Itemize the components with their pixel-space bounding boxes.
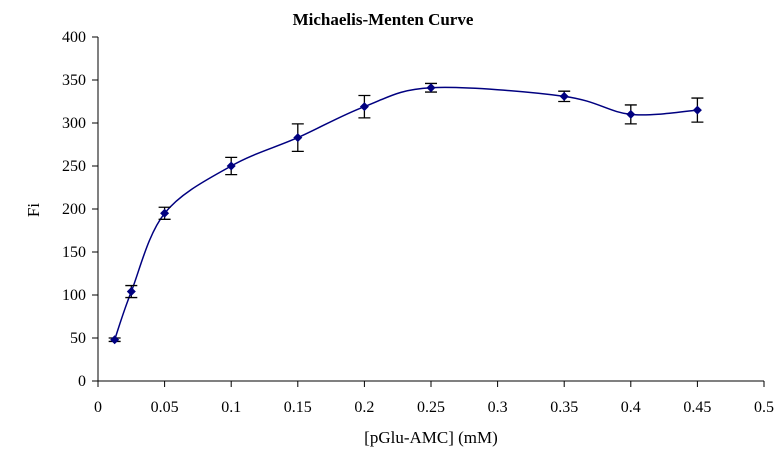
data-point xyxy=(160,208,170,218)
data-point xyxy=(626,109,636,119)
x-tick-label: 0.5 xyxy=(754,399,774,416)
data-point xyxy=(359,102,369,112)
y-tick-label: 300 xyxy=(62,115,86,132)
data-point xyxy=(426,83,436,93)
data-point xyxy=(559,91,569,101)
series-group xyxy=(108,82,704,345)
x-tick-label: 0.1 xyxy=(221,399,241,416)
data-point xyxy=(226,161,236,171)
y-tick-label: 50 xyxy=(70,330,86,347)
y-tick-label: 200 xyxy=(62,201,86,218)
y-tick-label: 350 xyxy=(62,72,86,89)
x-tick-label: 0.25 xyxy=(417,399,445,416)
x-tick-label: 0.05 xyxy=(151,399,179,416)
x-tick-label: 0.2 xyxy=(354,399,374,416)
x-tick-label: 0.3 xyxy=(488,399,508,416)
x-tick-label: 0.45 xyxy=(683,399,711,416)
x-tick-label: 0.35 xyxy=(550,399,578,416)
y-axis-ticks: 0 50 100 150 200 250 300 350 400 xyxy=(62,29,98,390)
x-axis-label: [pGlu-AMC] (mM) xyxy=(364,428,498,447)
y-tick-label: 150 xyxy=(62,244,86,261)
x-tick-label: 0 xyxy=(94,399,102,416)
data-point xyxy=(110,335,120,345)
y-tick-label: 250 xyxy=(62,158,86,175)
data-point xyxy=(126,287,136,297)
chart-title: Michaelis-Menten Curve xyxy=(293,10,474,29)
plot-area: 0 0.05 0.1 0.15 0.2 0.25 0.3 0.35 0.4 0.45 0.5 0 50… xyxy=(62,29,774,416)
y-axis-label: Fi xyxy=(24,203,43,217)
x-axis-ticks: 0 0.05 0.1 0.15 0.2 0.25 0.3 0.35 0.4 0.45 0.5 xyxy=(94,381,774,416)
x-tick-label: 0.15 xyxy=(284,399,312,416)
x-tick-label: 0.4 xyxy=(621,399,641,416)
y-tick-label: 100 xyxy=(62,287,86,304)
data-point xyxy=(293,133,303,143)
y-tick-label: 0 xyxy=(78,373,86,390)
series-line xyxy=(113,86,698,340)
data-point xyxy=(692,105,702,115)
y-tick-label: 400 xyxy=(62,29,86,46)
